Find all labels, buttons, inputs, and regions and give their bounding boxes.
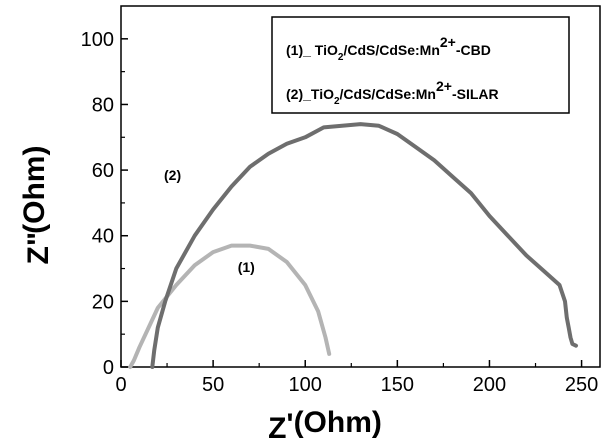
curve-label-2: (2)	[164, 167, 181, 183]
x-tick-label: 100	[289, 374, 322, 396]
legend-box	[271, 16, 570, 114]
y-axis-label-main: Z	[22, 246, 55, 264]
x-axis-label-main: Z	[268, 412, 286, 445]
y-tick-label: 0	[103, 357, 114, 379]
legend-entry-1-sup: 2+	[440, 34, 456, 50]
curve-label-1: (1)	[238, 259, 255, 275]
y-axis-label-unit: (Ohm)	[18, 146, 51, 234]
tick-layer: 0 50 100 150 200 250 0 20 40 60 80 100	[81, 29, 599, 396]
y-tick-label: 100	[81, 29, 114, 51]
series-line-2	[150, 122, 578, 369]
x-axis-label-prime: '	[286, 408, 293, 441]
legend-entry-1: (1)_ TiO2/CdS/CdSe:Mn2+-CBD	[286, 34, 491, 63]
y-tick-label: 60	[92, 160, 114, 182]
x-tick-label: 200	[473, 374, 506, 396]
legend-entry-1-mid: /CdS/CdSe:Mn	[343, 42, 439, 58]
legend-entry-2: (2)_TiO2/CdS/CdSe:Mn2+-SILAR	[286, 78, 499, 107]
svg-text:Z'(Ohm): Z'(Ohm)	[268, 406, 382, 445]
legend-entry-1-prefix: (1)_ TiO	[286, 42, 338, 58]
series-layer	[128, 122, 578, 369]
x-axis-label: Z'(Ohm)	[268, 406, 382, 445]
legend-entry-2-mid: /CdS/CdSe:Mn	[340, 86, 436, 102]
legend-entry-2-sup: 2+	[436, 78, 452, 94]
x-tick-label: 0	[115, 374, 126, 396]
x-axis-label-unit: (Ohm)	[294, 406, 382, 439]
legend-entry-2-prefix: (2)_TiO	[286, 86, 334, 102]
x-tick-label: 50	[202, 374, 224, 396]
y-tick-label: 20	[92, 291, 114, 313]
y-axis-label-prime: "	[22, 232, 55, 246]
y-axis-label: Z"(Ohm)	[18, 146, 55, 265]
series-line-1	[128, 243, 332, 369]
legend-entry-2-sub: 2	[334, 96, 340, 107]
legend-entry-1-suffix: -CBD	[456, 42, 491, 58]
plot-area	[120, 5, 601, 368]
y-tick-label: 80	[92, 94, 114, 116]
legend-entry-2-suffix: -SILAR	[452, 86, 499, 102]
legend-entry-1-sub: 2	[338, 52, 344, 63]
plot-frame	[120, 5, 601, 368]
svg-text:Z"(Ohm): Z"(Ohm)	[18, 146, 55, 265]
x-tick-label: 150	[381, 374, 414, 396]
legend: (1)_ TiO2/CdS/CdSe:Mn2+-CBD (2)_TiO2/CdS…	[271, 16, 570, 114]
y-tick-label: 40	[92, 226, 114, 248]
x-tick-label: 250	[565, 374, 598, 396]
